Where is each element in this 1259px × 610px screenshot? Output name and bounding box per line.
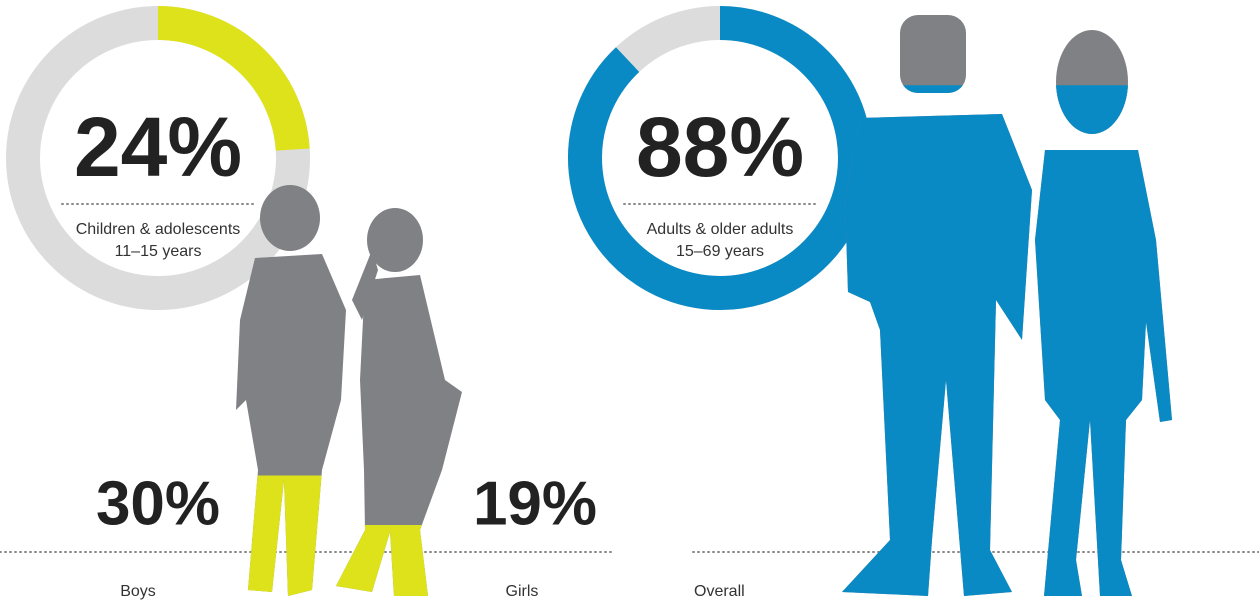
donut-label: Children & adolescents: [76, 221, 241, 238]
figure-name: Girls: [506, 583, 539, 600]
figure-name: Boys: [120, 583, 156, 600]
donut-arc: [568, 6, 872, 310]
donut-value-label: 88%: [636, 100, 804, 194]
figure-name: Overall: [694, 583, 745, 600]
donut-arc: [157, 6, 310, 151]
donut-sublabel: 11–15 years: [115, 243, 202, 260]
figure-fill: [842, 85, 1172, 596]
figure-value-label: 30%: [96, 469, 220, 538]
donut-label: Adults & older adults: [647, 221, 794, 238]
content: 24% Children & adolescents 11–15 years 30% B…: [0, 6, 1259, 600]
figure-value-label: 19%: [473, 469, 597, 538]
donut-value-label: 24%: [74, 100, 242, 194]
donut-sublabel: 15–69 years: [676, 243, 764, 260]
